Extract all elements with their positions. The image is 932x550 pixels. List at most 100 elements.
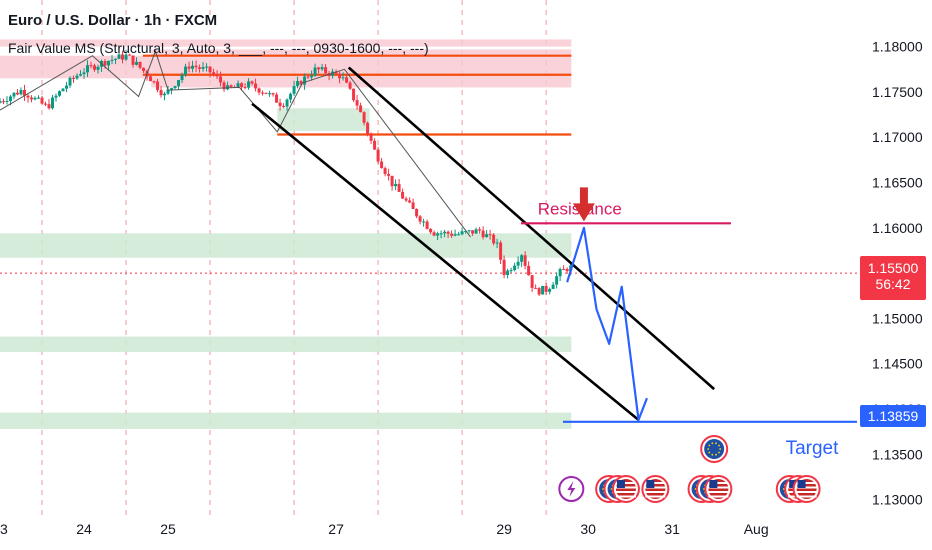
us-flag-stripe (796, 495, 817, 498)
candle-body (523, 255, 527, 266)
candle-body (429, 228, 433, 233)
candle-body (26, 95, 30, 98)
candle-body (296, 81, 300, 87)
candle-body (548, 288, 552, 292)
us-flag-stripe (708, 495, 729, 498)
y-axis-tick-label: 1.17500 (872, 84, 923, 100)
candle-body (306, 76, 310, 78)
candle-body (299, 81, 303, 85)
candle-body (47, 104, 51, 109)
candle-body (170, 88, 174, 90)
candle-body (254, 83, 258, 89)
candle-body (159, 90, 163, 96)
candle-body (338, 73, 342, 79)
candle-body (520, 255, 524, 262)
candle-body (488, 234, 492, 236)
candle-body (534, 287, 538, 289)
candle-body (460, 231, 464, 235)
candle-body (562, 269, 566, 271)
candle-body (474, 229, 478, 234)
candle-body (16, 92, 20, 95)
candle-body (194, 65, 198, 68)
eu-star (711, 453, 714, 456)
candle-body (516, 261, 520, 266)
candle-body (72, 77, 76, 79)
eu-star (708, 444, 711, 447)
candle-body (485, 234, 489, 238)
candle-body (415, 208, 419, 217)
candle-body (530, 275, 534, 288)
market-structure-line (0, 49, 471, 238)
us-flag-stripe (615, 482, 636, 484)
candle-body (380, 161, 384, 169)
fvg-zone-bullish (277, 108, 370, 131)
eu-star (719, 448, 722, 450)
candle-body (422, 221, 426, 223)
candle-body (2, 101, 6, 103)
candle-body (348, 82, 352, 89)
candle-body (450, 233, 454, 236)
fvg-zone-bullish (0, 336, 572, 352)
candle-body (114, 58, 118, 60)
eu-flag-fill (704, 439, 725, 459)
candle-body (268, 93, 272, 95)
candle-body (212, 72, 216, 75)
eu-star (718, 451, 720, 454)
candle-body (345, 77, 349, 83)
candle-body (411, 202, 415, 209)
us-flag-stripe (796, 486, 817, 489)
candle-body (555, 276, 559, 285)
us-flag-canton (709, 480, 718, 488)
candle-body (229, 85, 233, 88)
candle-body (509, 270, 513, 272)
candle-body (30, 97, 34, 100)
fvg-zone-bearish (0, 39, 572, 47)
x-axis-tick-label: 25 (160, 521, 176, 537)
candle-body (96, 66, 100, 70)
candle-body (243, 87, 247, 89)
candle-body (215, 74, 219, 77)
target-price-label: 1.13859 (867, 408, 919, 424)
candle-body (366, 122, 370, 134)
candle-body (79, 74, 83, 76)
candle-body (443, 231, 447, 234)
candle-body (219, 76, 223, 83)
fvg-zone-bearish (0, 55, 152, 79)
candle-body (275, 94, 279, 103)
candle-body (495, 242, 499, 244)
candle-body (131, 55, 135, 65)
y-axis-tick-label: 1.14500 (872, 356, 923, 372)
candle-body (513, 265, 517, 271)
candle-body (173, 86, 177, 89)
candle-body (180, 74, 184, 81)
us-flag-stripe (645, 491, 666, 493)
y-axis-tick-label: 1.17000 (872, 129, 923, 145)
candle-body (369, 133, 373, 141)
candle-body (355, 100, 359, 106)
candle-body (138, 61, 142, 68)
y-axis-tick-label: 1.15000 (872, 310, 923, 326)
current-price-tag: 1.15500 56:42 (860, 256, 926, 300)
us-flag-stripe (708, 486, 729, 489)
candle-body (156, 81, 160, 91)
candle-body (89, 65, 93, 67)
candle-body (436, 233, 440, 236)
channel-line-upper (347, 66, 716, 391)
candle-body (198, 67, 202, 69)
target-price-tag: 1.13859 (860, 405, 926, 427)
x-axis-tick-label: 29 (496, 521, 512, 537)
candle-body (320, 67, 324, 70)
x-axis-tick-label: 31 (664, 521, 680, 537)
candle-body (292, 86, 296, 94)
candle-body (75, 75, 79, 79)
candle-body (303, 76, 307, 85)
us-flag-stripe (615, 486, 636, 489)
candle-body (177, 80, 181, 87)
candle-body (453, 234, 457, 236)
indicator-label: Fair Value MS (Structural, 3, Auto, 3, _… (8, 40, 429, 56)
candle-countdown-label: 56:42 (875, 276, 911, 292)
candle-body (362, 112, 366, 123)
y-axis-tick-label: 1.13000 (872, 492, 923, 508)
